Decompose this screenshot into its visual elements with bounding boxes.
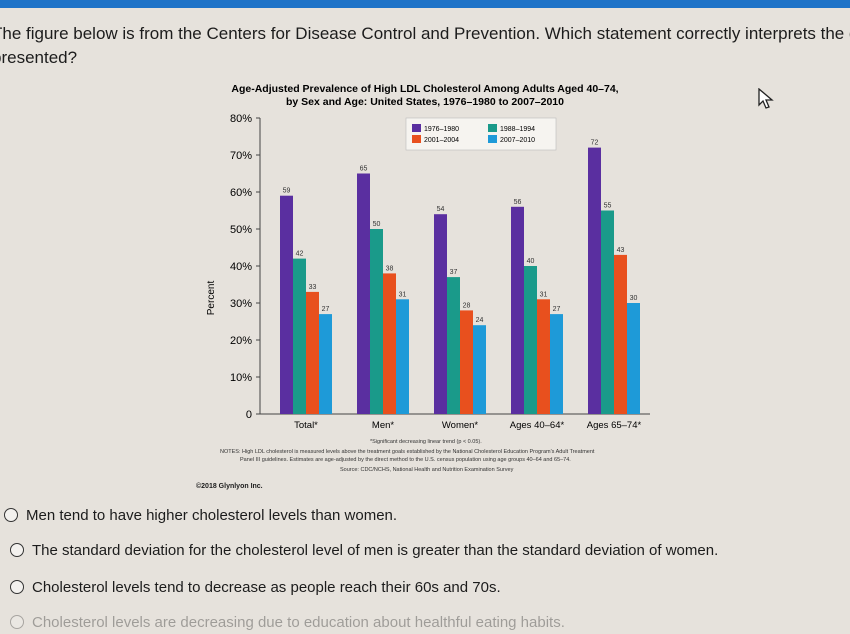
x-category-label: Total* (294, 420, 318, 431)
bar (293, 258, 306, 414)
x-category-label: Ages 40–64* (510, 420, 565, 431)
y-tick-label: 70% (230, 150, 252, 162)
bar-value-label: 30 (630, 295, 638, 302)
x-axis-labels: Total* Men* Women* Ages 40–64* Ages 65–74* (294, 420, 641, 431)
bar-value-label: 24 (476, 317, 484, 324)
bar-value-label: 65 (360, 166, 368, 173)
bar-value-label: 27 (553, 306, 561, 313)
bar-value-label: 54 (437, 206, 445, 213)
bar-value-label: 72 (591, 140, 599, 147)
answer-choice-4-label: Cholesterol levels are decreasing due to… (32, 613, 565, 631)
bar (524, 266, 537, 414)
y-axis-label: Percent (206, 281, 217, 316)
top-accent-bar (0, 0, 850, 8)
bar (306, 291, 319, 414)
answer-choice-3[interactable]: Cholesterol levels tend to decrease as p… (10, 575, 501, 599)
bar-value-label: 40 (527, 258, 535, 265)
bar-value-label: 31 (540, 291, 548, 298)
question-line-2: presented? (0, 48, 78, 67)
y-tick-label: 10% (230, 372, 252, 384)
radio-button-icon[interactable] (10, 543, 24, 557)
y-tick-label: 50% (230, 224, 252, 236)
y-tick-label: 80% (230, 113, 252, 125)
bar (370, 229, 383, 414)
bar (614, 254, 627, 414)
y-tick-label: 30% (230, 298, 252, 310)
bar-value-label: 42 (296, 251, 304, 258)
answer-choice-2[interactable]: The standard deviation for the cholester… (10, 538, 718, 562)
answer-choice-1-label: Men tend to have higher cholesterol leve… (26, 506, 398, 524)
bar-value-label: 28 (463, 302, 471, 309)
legend-swatch (412, 135, 421, 143)
bar (511, 206, 524, 414)
bar (280, 195, 293, 414)
bar-value-label: 37 (450, 269, 458, 276)
answer-choice-2-label: The standard deviation for the cholester… (32, 541, 719, 559)
bar (473, 325, 486, 414)
bar-value-label: 55 (604, 203, 612, 210)
bar (550, 314, 563, 414)
bar-value-label: 56 (514, 199, 522, 206)
legend-swatch (488, 135, 497, 143)
bar (447, 277, 460, 414)
legend-label: 1976–1980 (424, 126, 459, 133)
x-category-label: Ages 65–74* (587, 420, 642, 431)
copyright-text: ©2018 Glynlyon Inc. (196, 483, 263, 490)
legend-swatch (488, 124, 497, 132)
bar (627, 303, 640, 414)
chart-footnote: *Significant decreasing linear trend (p … (370, 439, 482, 445)
bar (319, 314, 332, 414)
legend-label: 2001–2004 (424, 137, 459, 144)
bar (383, 273, 396, 414)
legend-swatch (412, 124, 421, 132)
chart-subtitle: by Sex and Age: United States, 1976–1980… (286, 96, 564, 108)
bar (588, 147, 601, 414)
radio-button-icon[interactable] (10, 615, 24, 629)
bar-value-label: 59 (283, 188, 291, 195)
radio-button-icon[interactable] (4, 508, 18, 522)
chart-source: Source: CDC/NCHS, National Health and Nu… (340, 467, 514, 473)
legend: 1976–1980 1988–1994 2001–2004 2007–2010 (405, 117, 557, 151)
y-tick-label: 0 (246, 409, 252, 421)
bar (460, 310, 473, 414)
chart-title: Age-Adjusted Prevalence of High LDL Chol… (231, 83, 618, 95)
bar-value-label: 43 (617, 247, 625, 254)
legend-box (405, 117, 557, 151)
x-category-label: Women* (442, 420, 479, 431)
bar (396, 299, 409, 414)
bar-value-label: 50 (373, 221, 381, 228)
answer-choice-1[interactable]: Men tend to have higher cholesterol leve… (4, 503, 397, 527)
answer-choice-3-label: Cholesterol levels tend to decrease as p… (32, 578, 501, 596)
bar (357, 173, 370, 414)
y-tick-label: 60% (230, 187, 252, 199)
y-tick-label: 40% (230, 261, 252, 273)
bar-value-label: 27 (322, 306, 330, 313)
legend-label: 1988–1994 (500, 126, 535, 133)
question-line-1: The figure below is from the Centers for… (0, 24, 850, 43)
bar (537, 299, 550, 414)
bar-value-label: 33 (309, 284, 317, 291)
chart-notes-line-1: NOTES: High LDL cholesterol is measured … (220, 449, 595, 455)
y-axis-ticks: 0 10% 20% 30% 40% 50% 60% 70% 80% (230, 113, 260, 421)
legend-label: 2007–2010 (500, 137, 535, 144)
bar-value-label: 38 (386, 265, 394, 272)
cholesterol-chart: Age-Adjusted Prevalence of High LDL Chol… (206, 83, 650, 473)
mouse-pointer-icon (758, 88, 774, 109)
question-text: The figure below is from the Centers for… (0, 22, 850, 70)
chart-notes-line-2: Panel III guidelines. Estimates are age-… (240, 457, 571, 463)
x-category-label: Men* (372, 420, 394, 431)
bar (434, 214, 447, 414)
bar-value-label: 31 (399, 291, 407, 298)
answer-choice-4[interactable]: Cholesterol levels are decreasing due to… (10, 610, 565, 634)
y-tick-label: 20% (230, 335, 252, 347)
bar-marks: 59 42 33 27 65 50 38 31 54 37 28 24 56 40 31 27 72 55 43 30 (280, 140, 640, 414)
radio-button-icon[interactable] (10, 580, 24, 594)
bar (601, 210, 614, 414)
